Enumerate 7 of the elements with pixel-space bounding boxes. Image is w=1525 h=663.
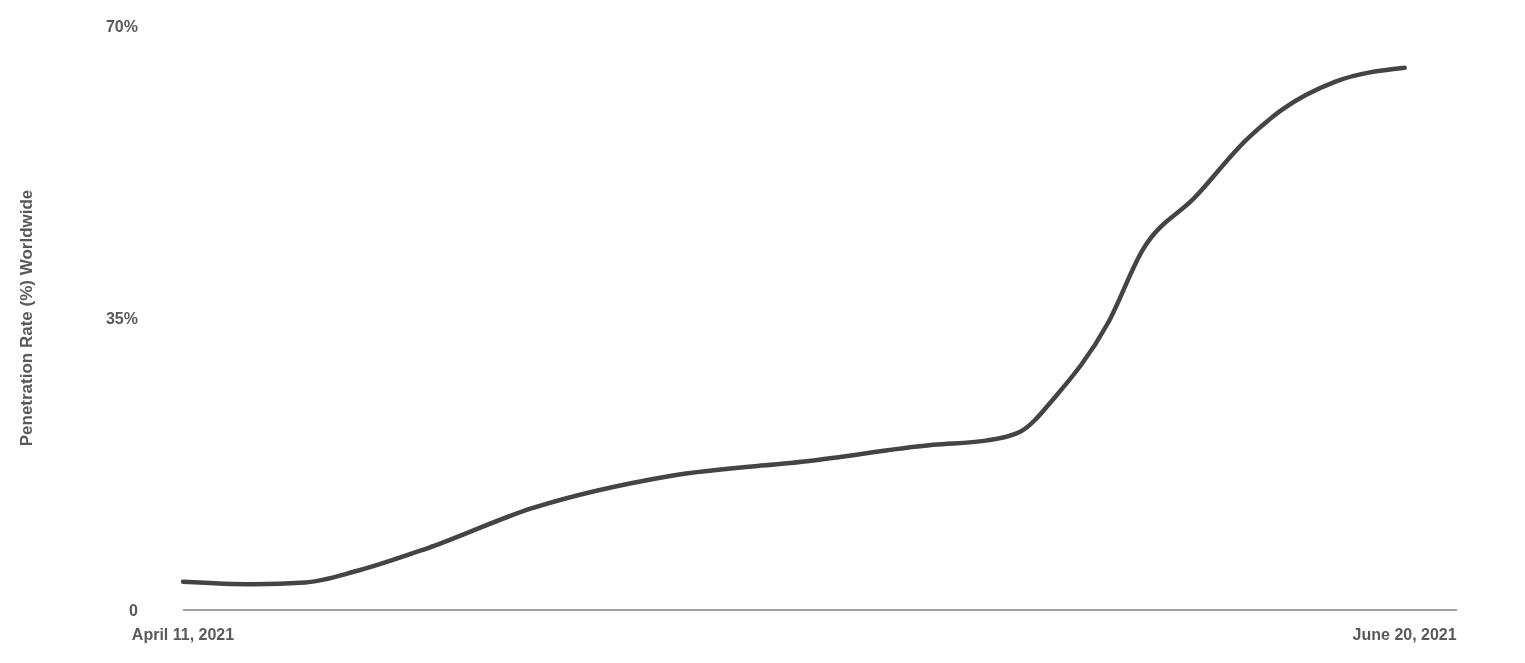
y-axis-title: Penetration Rate (%) Worldwide xyxy=(17,189,36,447)
y-tick-label: 70% xyxy=(105,17,138,35)
x-tick-label: April 11, 2021 xyxy=(131,626,235,643)
x-tick-label: June 20, 2021 xyxy=(1352,626,1457,643)
y-tick-label: 0 xyxy=(129,601,139,619)
line-series xyxy=(180,65,1407,587)
y-tick-label: 35% xyxy=(105,309,138,327)
